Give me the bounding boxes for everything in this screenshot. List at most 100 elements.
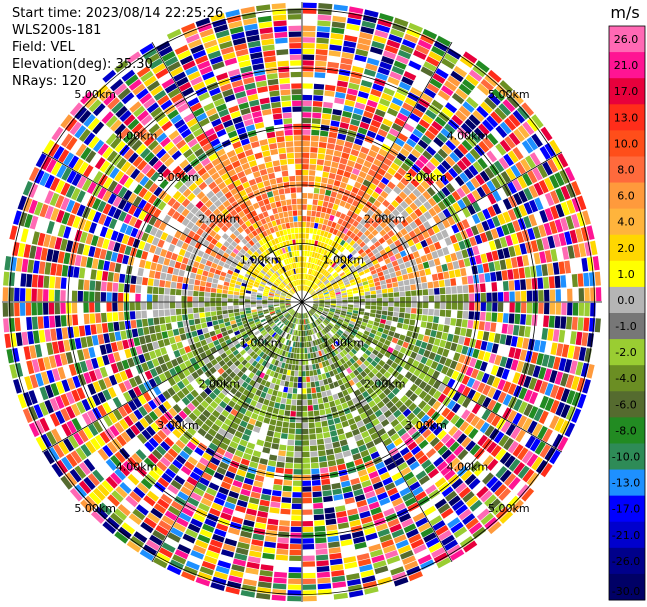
radar-gate	[486, 218, 496, 230]
radar-gate	[184, 345, 192, 354]
radar-gate	[216, 523, 229, 532]
radar-gate	[221, 371, 229, 379]
radar-gate	[255, 369, 262, 377]
radar-gate	[217, 414, 227, 423]
radar-gate	[315, 176, 322, 183]
radar-gate	[292, 497, 302, 504]
radar-gate	[372, 481, 384, 490]
radar-gate	[373, 356, 381, 364]
radar-gate	[354, 458, 364, 466]
radar-gate	[55, 410, 66, 425]
radar-gate	[387, 212, 396, 221]
radar-gate	[313, 314, 318, 319]
radar-gate	[226, 496, 238, 505]
radar-gate	[363, 485, 374, 494]
radar-gate	[496, 226, 505, 238]
radar-gate	[373, 200, 382, 208]
radar-gate	[365, 63, 378, 72]
radar-gate	[310, 328, 315, 335]
radar-gate	[378, 148, 388, 157]
radar-gate	[510, 164, 521, 178]
radar-gate	[276, 420, 283, 427]
radar-gate	[208, 392, 217, 400]
radar-gate	[282, 310, 288, 315]
radar-gate	[353, 304, 360, 308]
radar-gate	[447, 216, 456, 226]
radar-gate	[344, 330, 350, 336]
radar-gate	[271, 358, 277, 365]
radar-gate	[168, 259, 176, 268]
radar-gate	[323, 366, 329, 373]
radar-gate	[507, 324, 514, 335]
radar-gate	[385, 320, 392, 326]
radar-gate	[391, 97, 404, 107]
radar-gate	[497, 281, 504, 292]
radar-gate	[423, 505, 437, 516]
radar-gate	[432, 425, 443, 436]
radar-gate	[362, 521, 375, 530]
radar-gate	[327, 535, 340, 543]
radar-gate	[13, 210, 22, 225]
radar-gate	[558, 329, 566, 343]
radar-gate	[248, 550, 262, 558]
radar-gate	[365, 187, 374, 196]
radar-gate	[486, 251, 494, 262]
radar-gate	[247, 281, 254, 286]
radar-gate	[572, 288, 579, 302]
radar-gate	[302, 66, 314, 72]
radar-gate	[331, 482, 341, 490]
radar-gate	[209, 267, 216, 274]
radar-gate	[370, 391, 378, 400]
radar-gate	[369, 549, 384, 558]
radar-gate	[199, 382, 208, 391]
radar-gate	[349, 423, 358, 431]
radar-gate	[150, 507, 164, 519]
radar-gate	[483, 351, 491, 362]
radar-gate	[343, 40, 357, 48]
radar-gate	[312, 306, 318, 309]
radar-gate	[491, 88, 505, 102]
radar-gate	[445, 309, 452, 318]
radar-gate	[383, 371, 391, 379]
radar-gate	[451, 286, 457, 294]
radar-gate	[336, 404, 343, 412]
radar-gate	[89, 302, 95, 313]
radar-gate	[217, 428, 227, 437]
radar-gate	[455, 277, 463, 286]
radar-gate	[406, 182, 416, 192]
radar-gate	[239, 298, 245, 302]
radar-gate	[325, 326, 331, 332]
radar-gate	[499, 356, 508, 368]
radar-gate	[275, 560, 288, 567]
radar-gate	[310, 381, 316, 388]
radar-gate	[406, 476, 418, 487]
radar-gate	[399, 334, 406, 341]
radar-gate	[257, 334, 264, 341]
radar-gate	[382, 306, 388, 311]
radar-gate	[549, 449, 561, 465]
radar-gate	[292, 311, 296, 316]
radar-gate	[203, 555, 218, 565]
radar-gate	[189, 471, 201, 482]
radar-gate	[138, 240, 146, 250]
radar-gate	[251, 291, 257, 295]
radar-gate	[313, 83, 325, 90]
radar-gate	[267, 357, 274, 364]
radar-gate	[279, 297, 286, 300]
radar-gate	[44, 415, 55, 430]
radar-gate	[575, 258, 583, 273]
radar-gate	[176, 390, 186, 400]
radar-gate	[400, 432, 411, 442]
radar-gate	[345, 286, 352, 290]
radar-gate	[520, 279, 527, 290]
radar-gate	[268, 320, 274, 326]
radar-gate	[342, 207, 349, 215]
radar-gate	[490, 445, 502, 458]
radar-gate	[431, 345, 439, 354]
radar-gate	[185, 560, 200, 571]
radar-gate	[378, 359, 386, 367]
radar-gate	[539, 209, 549, 223]
radar-gate	[450, 70, 464, 83]
radar-gate	[318, 295, 324, 298]
radar-gate	[61, 456, 73, 471]
